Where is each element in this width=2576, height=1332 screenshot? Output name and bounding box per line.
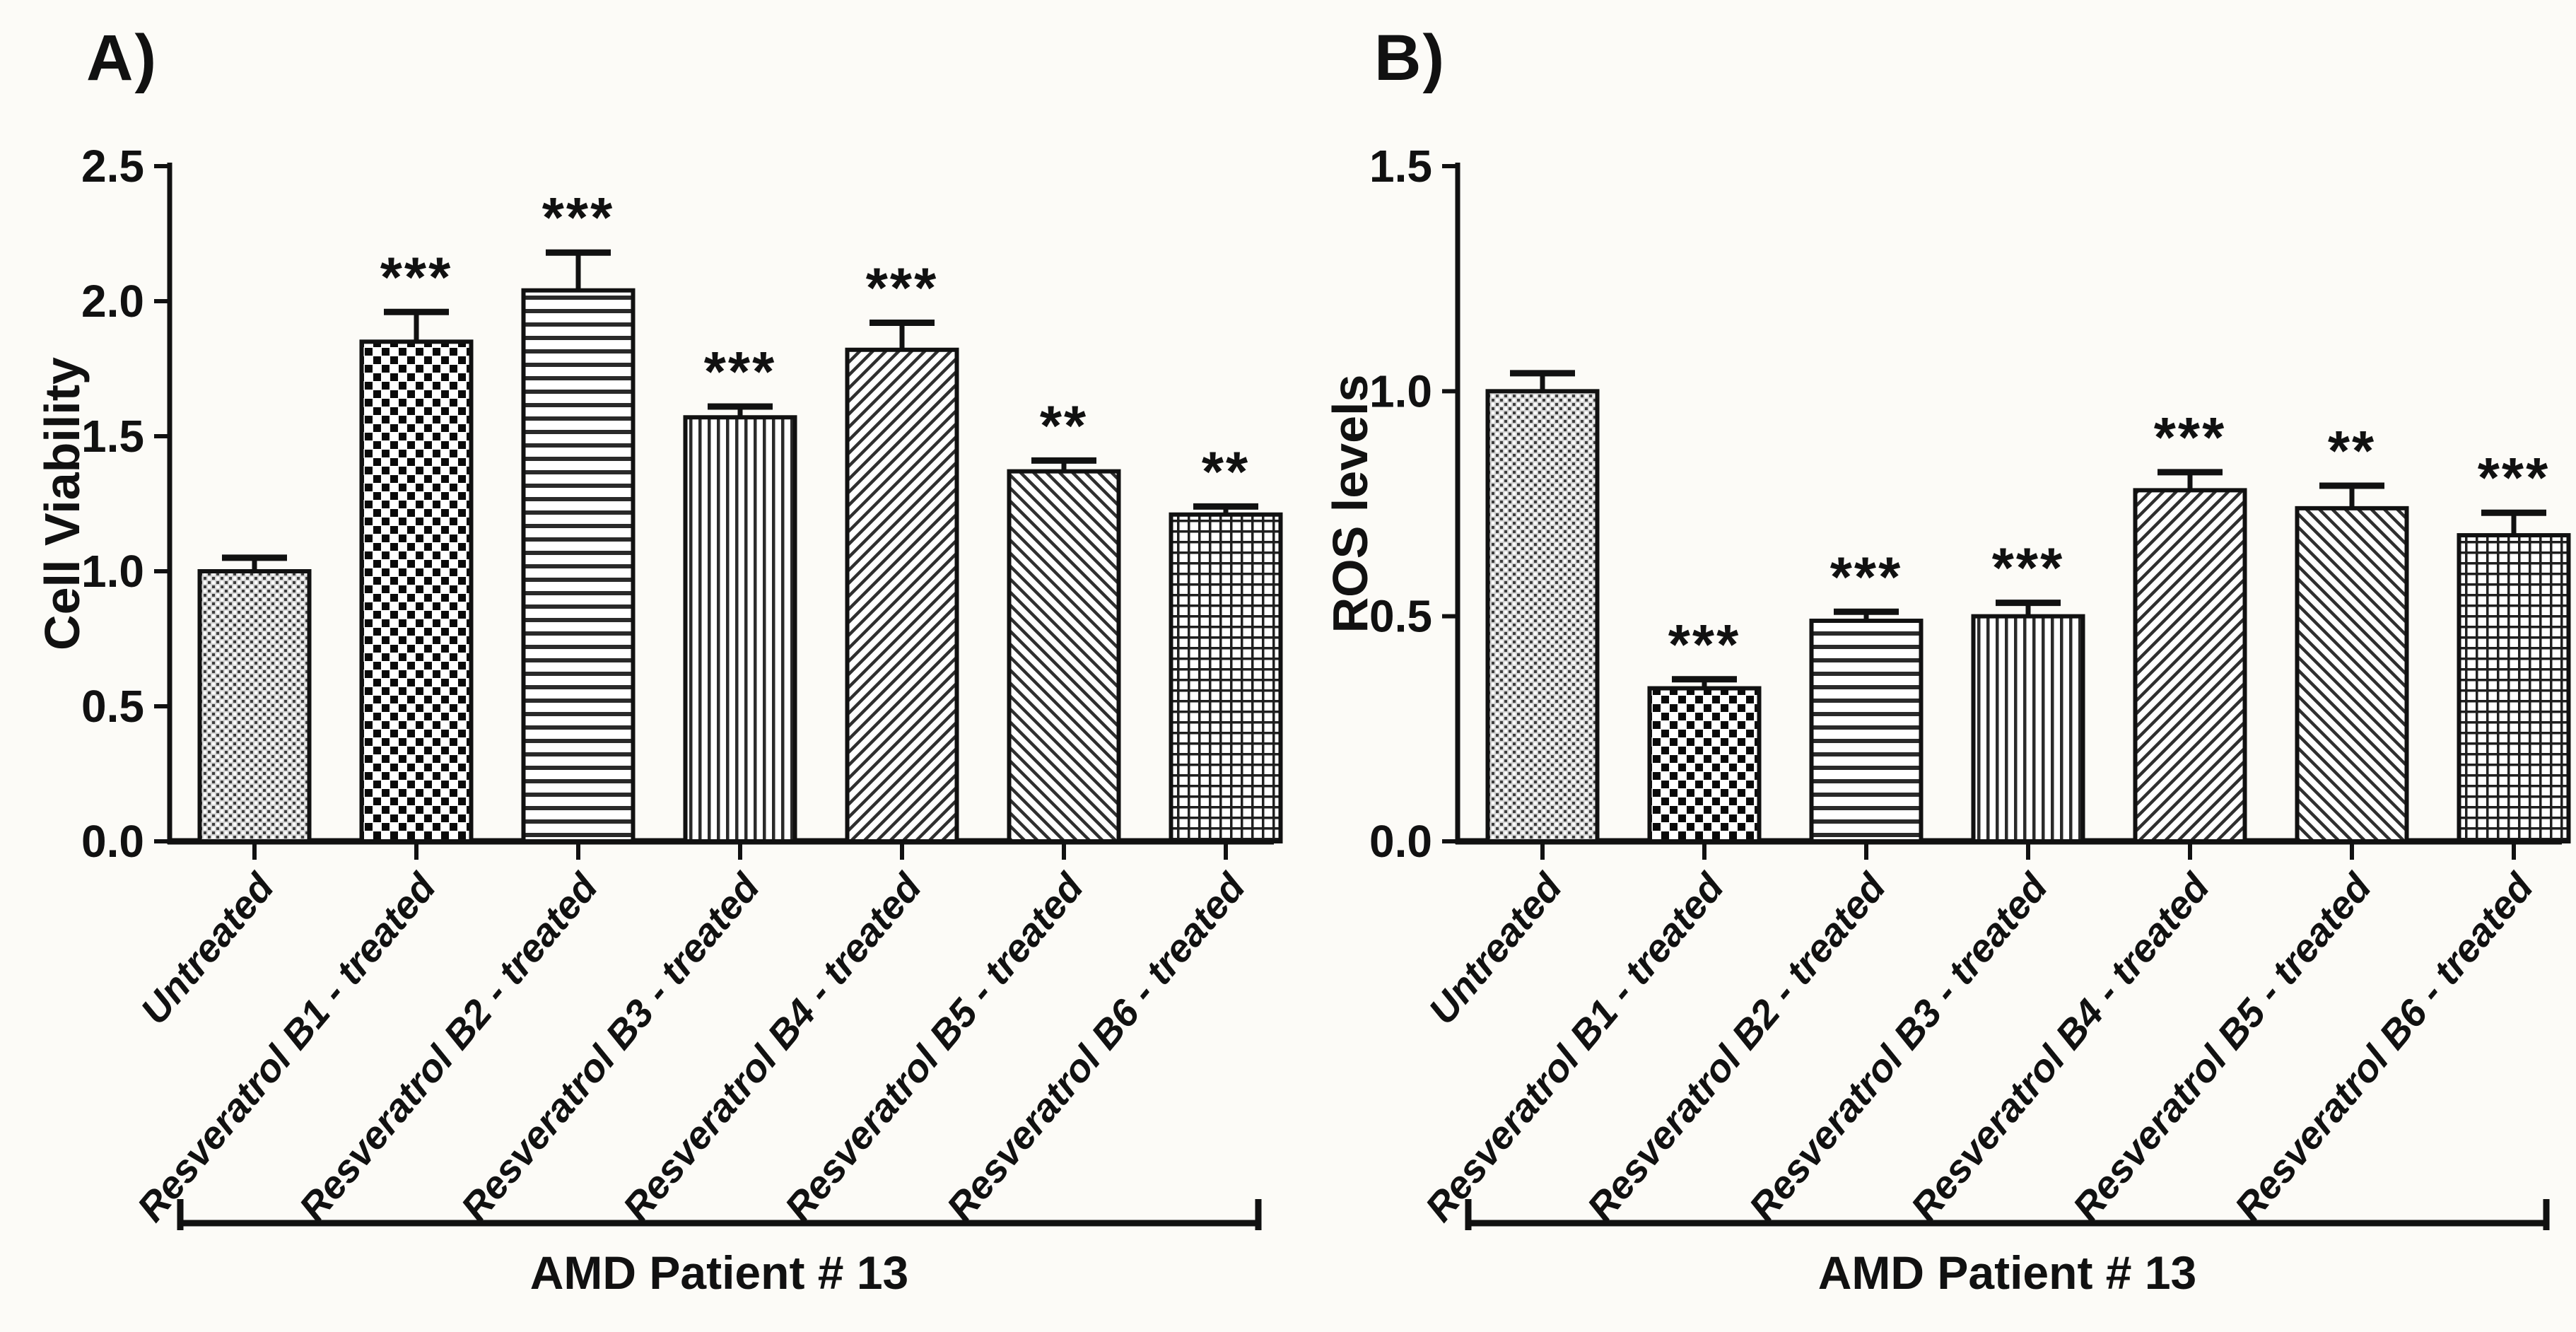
significance-stars: ***: [2154, 406, 2226, 469]
bar-untreated: [1485, 389, 1600, 843]
panel-a-label: A): [86, 22, 158, 94]
bar-resveratrol-b3: [1971, 614, 2085, 844]
x-tick-label: Resveratrol B2 - treated: [1579, 865, 1895, 1229]
panel-a-chart: 0.0 0.5 1.0 1.5 2.0 2.5 Cell Viability Untreate…: [35, 141, 1283, 1299]
y-tick-label: 2.0: [81, 276, 144, 327]
y-tick-label: 0.5: [81, 681, 144, 732]
bar-resveratrol-b6: [2457, 533, 2571, 843]
significance-stars: ***: [866, 257, 938, 320]
x-tick-label: Resveratrol B3 - treated: [1740, 865, 2056, 1229]
group-label: AMD Patient # 13: [530, 1246, 908, 1299]
x-tick-label: Resveratrol B6 - treated: [2226, 865, 2542, 1229]
bar-resveratrol-b5: [1007, 469, 1121, 843]
x-tick-label: Untreated: [132, 865, 283, 1033]
x-tick-label: Resveratrol B5 - treated: [2064, 865, 2380, 1229]
bar-resveratrol-b1: [359, 339, 474, 843]
bar-resveratrol-b4: [2133, 488, 2247, 844]
x-tick-label: Resveratrol B1 - treated: [1417, 865, 1733, 1229]
significance-stars: ***: [2478, 446, 2550, 509]
y-tick-label: 0.0: [1369, 816, 1432, 867]
y-tick-label: 0.5: [1369, 591, 1432, 642]
bar-resveratrol-b2: [1809, 619, 1924, 843]
x-tick-label: Resveratrol B3 - treated: [452, 865, 768, 1229]
group-label: AMD Patient # 13: [1818, 1246, 2196, 1299]
panel-b-chart: 0.0 0.5 1.0 1.5 ROS levels Untreated *** Resver…: [1323, 141, 2571, 1299]
bar-resveratrol-b6: [1169, 512, 1283, 844]
x-tick-label: Resveratrol B6 - treated: [938, 865, 1254, 1229]
x-tick-label: Resveratrol B1 - treated: [129, 865, 445, 1229]
y-axis-title: Cell Viability: [35, 357, 90, 650]
y-tick-label: 1.5: [81, 411, 144, 462]
x-tick-label: Resveratrol B4 - treated: [614, 865, 930, 1229]
y-tick-label: 1.0: [81, 546, 144, 597]
significance-stars: **: [1202, 440, 1250, 503]
panel-b-label: B): [1374, 22, 1446, 94]
significance-stars: ***: [704, 340, 776, 403]
bar-untreated: [197, 569, 312, 843]
y-tick-label: 0.0: [81, 816, 144, 867]
significance-stars: ***: [1668, 613, 1740, 676]
x-tick-label: Resveratrol B5 - treated: [776, 865, 1092, 1229]
panel-b: B) 0.0 0.5 1.0 1.5 ROS levels Untreated *** Res…: [1288, 0, 2576, 1332]
significance-stars: ***: [542, 186, 614, 249]
y-axis-title: ROS levels: [1323, 375, 1378, 633]
significance-stars: ***: [1992, 537, 2064, 600]
significance-stars: ***: [1830, 545, 1902, 608]
panel-a: A) 0.0 0.5 1.0 1.5 2.0 2.5 Cell Viability Untre…: [35, 22, 1283, 1299]
y-tick-label: 2.5: [81, 141, 144, 192]
significance-stars: ***: [380, 245, 452, 308]
bar-resveratrol-b5: [2295, 506, 2409, 843]
bar-resveratrol-b3: [683, 415, 797, 843]
bar-resveratrol-b2: [521, 288, 636, 844]
x-tick-label: Resveratrol B2 - treated: [291, 865, 607, 1229]
y-tick-label: 1.0: [1369, 366, 1432, 416]
x-tick-label: Resveratrol B4 - treated: [1902, 865, 2218, 1229]
bar-resveratrol-b4: [845, 347, 959, 843]
bar-resveratrol-b1: [1647, 686, 1762, 843]
x-tick-label: Untreated: [1420, 865, 1571, 1033]
significance-stars: **: [2328, 419, 2376, 482]
significance-stars: **: [1040, 394, 1088, 457]
y-tick-label: 1.5: [1369, 141, 1432, 192]
